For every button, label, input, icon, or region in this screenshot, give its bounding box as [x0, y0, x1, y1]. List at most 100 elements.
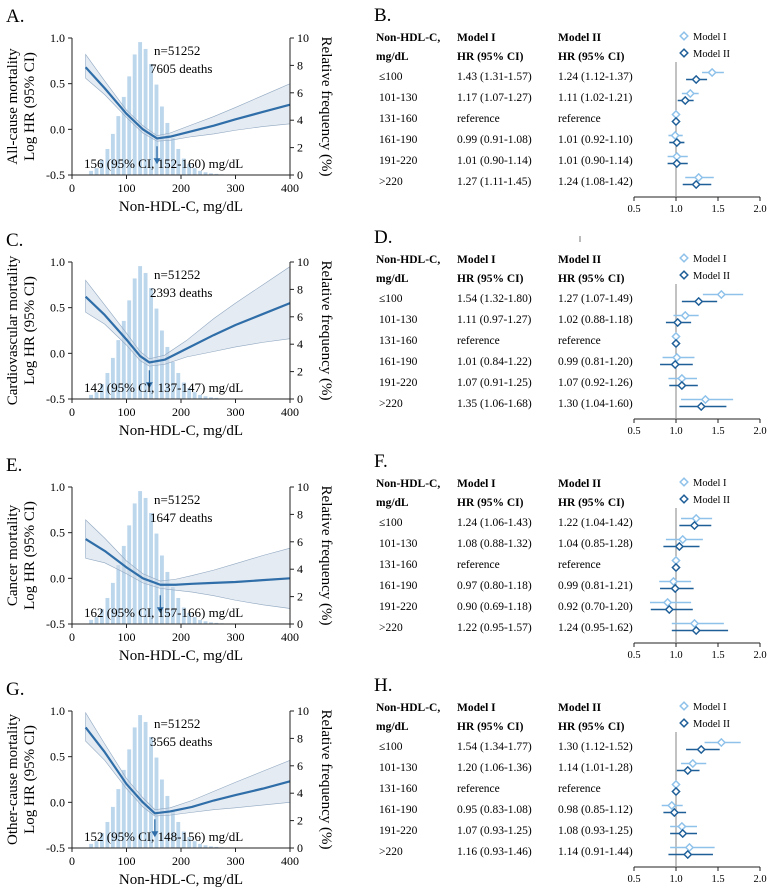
point-estimate-model1 [688, 758, 698, 769]
histogram-bar [160, 555, 164, 624]
row-model2-hr: 1.24 (1.08-1.42) [558, 176, 633, 188]
histogram-bar [110, 582, 115, 624]
forest-tick-label: 1.5 [711, 874, 724, 885]
row-model2-hr: reference [558, 113, 601, 125]
x-tick-label: 100 [118, 630, 136, 644]
row-model1-hr: 1.22 (0.95-1.57) [457, 622, 532, 634]
y2-tick-label: 0 [297, 392, 303, 406]
histogram-bar [170, 362, 175, 399]
y-tick-label: 0.5 [50, 526, 65, 540]
header-group: Non-HDL-C, [376, 478, 440, 490]
y-tick-label: 1.0 [50, 704, 65, 718]
histogram-bar [94, 392, 99, 399]
row-model2-hr: 1.04 (0.85-1.28) [558, 538, 633, 550]
histogram-bar [105, 148, 110, 175]
header-model2: Model II [558, 32, 602, 44]
point-estimate-model1 [700, 394, 711, 405]
subheader-group: mg/dL [376, 721, 409, 733]
legend-marker-model1 [679, 477, 689, 487]
histogram-bar [116, 565, 121, 624]
point-estimate-model2 [674, 541, 685, 552]
legend-label-model1: Model I [693, 478, 727, 489]
row-model1-hr: 0.95 (0.83-1.08) [457, 804, 532, 816]
histogram-bar [181, 607, 186, 624]
row-model2-hr: 1.27 (1.07-1.49) [558, 293, 633, 305]
histogram-bar [176, 372, 181, 399]
subheader-model1: HR (95% CI) [457, 273, 524, 285]
subheader-group: mg/dL [376, 273, 409, 285]
histogram-bar [209, 173, 213, 175]
y-tick-label: 0.5 [50, 301, 65, 315]
y2-tick-label: 8 [297, 58, 303, 72]
histogram-bar [214, 173, 219, 175]
y2-tick-label: 0 [297, 617, 303, 631]
histogram-bar [203, 172, 208, 175]
point-estimate-model2 [691, 74, 701, 85]
row-model2-hr: 1.01 (0.92-1.10) [558, 134, 633, 146]
sample-size-text: n=51252 [154, 267, 200, 282]
y2-tick-label: 0 [297, 168, 303, 182]
histogram-bar [127, 300, 132, 399]
y2-tick-label: 4 [297, 786, 303, 800]
row-model1-hr: reference [457, 113, 500, 125]
subheader-model2: HR (95% CI) [558, 51, 625, 63]
histogram-bar [121, 96, 126, 175]
forest-tick-label: 2.0 [753, 426, 766, 437]
histogram-bar [110, 133, 115, 175]
row-group-label: 131-160 [379, 559, 418, 571]
histogram-bar [132, 54, 137, 175]
deaths-text: 1647 deaths [150, 510, 212, 525]
forest-panel-f: F. Non-HDL-C, Model I Model II mg/dL HR (95% … [374, 451, 767, 661]
point-estimate-model1 [684, 842, 695, 853]
histogram-bar [170, 811, 175, 848]
row-model2-hr: 0.92 (0.70-1.20) [558, 601, 633, 613]
point-estimate-model2 [696, 401, 706, 412]
histogram-bar [100, 608, 104, 624]
histogram-bar [105, 372, 110, 399]
histogram-bar [203, 396, 208, 399]
spline-curve [85, 538, 291, 586]
legend-marker-model2 [679, 718, 689, 728]
subheader-group: mg/dL [376, 51, 409, 63]
row-group-label: 191-220 [379, 377, 418, 389]
header-group: Non-HDL-C, [376, 254, 440, 266]
row-model1-hr: 1.08 (0.88-1.32) [457, 538, 532, 550]
spline-panel-e: E. 0 100 200 300 400 -0.5 0.0 0.5 1.0 0 2 4 6 8 10 Non-H… [5, 455, 334, 664]
row-group-label: 161-190 [379, 134, 418, 146]
row-group-label: 101-130 [379, 92, 418, 104]
row-group-label: 131-160 [379, 113, 418, 125]
deaths-text: 2393 deaths [150, 285, 212, 300]
legend: Model I Model II [679, 31, 731, 60]
histogram-bar [94, 168, 99, 175]
forest-tick-label: 1.0 [669, 650, 682, 661]
y2-tick-label: 2 [297, 814, 303, 828]
point-estimate-model2 [672, 158, 682, 169]
nadir-arrow-head [151, 831, 159, 838]
subheader-model1: HR (95% CI) [457, 721, 524, 733]
y2-tick-label: 8 [297, 507, 303, 521]
histogram-bar [192, 168, 197, 175]
row-model2-hr: 1.14 (1.01-1.28) [558, 762, 633, 774]
point-estimate-model2 [671, 562, 681, 573]
header-model2: Model II [558, 702, 602, 714]
histogram-bar [203, 845, 208, 848]
histogram-bar [209, 397, 213, 399]
y-tick-label: -0.5 [46, 168, 65, 182]
histogram-bar [116, 789, 121, 848]
histogram-bar [170, 138, 175, 175]
y2-tick-label: 2 [297, 590, 303, 604]
legend-marker-model2 [679, 48, 689, 58]
row-group-label: 161-190 [379, 356, 418, 368]
histogram-bar [154, 308, 159, 399]
point-estimate-model2 [670, 359, 680, 370]
header-model1: Model I [457, 32, 496, 44]
y2-tick-label: 6 [297, 535, 303, 549]
point-estimate-model1 [678, 534, 688, 545]
y2-tick-label: 4 [297, 337, 303, 351]
histogram-bar [116, 340, 121, 399]
y2-tick-label: 6 [297, 86, 303, 100]
point-estimate-model2 [694, 296, 704, 307]
panel-label: C. [6, 230, 23, 251]
x-tick-label: 0 [69, 854, 75, 868]
